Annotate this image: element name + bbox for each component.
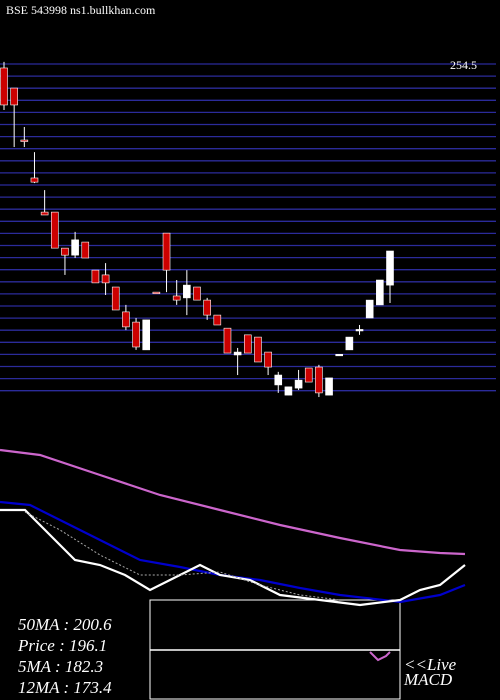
candle-body <box>101 274 110 284</box>
candle-body <box>386 250 394 286</box>
candle-body <box>142 319 151 351</box>
ma-line <box>24 511 341 601</box>
candle-body <box>304 367 313 383</box>
candle-body <box>203 299 211 316</box>
y-tick-label: 254.5 <box>450 58 477 72</box>
candle-body <box>10 87 18 106</box>
candle-body <box>335 354 344 357</box>
candle-body <box>294 379 303 389</box>
candle-body <box>172 295 181 301</box>
chart-title: BSE 543998 ns1.bullkhan.com <box>6 3 156 17</box>
info-label: 12MA : 173.4 <box>18 678 112 697</box>
candle-body <box>81 241 90 259</box>
candle-body <box>30 177 39 183</box>
candle-body <box>325 377 333 396</box>
candle-body <box>71 239 79 256</box>
candle-body <box>284 386 293 396</box>
candle-body <box>254 336 262 363</box>
level-lines <box>0 63 496 392</box>
info-label: Price : 196.1 <box>17 636 107 655</box>
candle-body <box>264 351 272 368</box>
info-label: 50MA : 200.6 <box>18 615 112 634</box>
candle-body <box>345 336 354 351</box>
candle-body <box>183 284 191 299</box>
candle-body <box>243 334 252 354</box>
candle-body <box>223 327 232 354</box>
ma-line <box>0 448 466 556</box>
candle-body <box>20 139 29 142</box>
candle-body <box>40 211 49 216</box>
macd-line <box>369 651 391 662</box>
candle-body <box>233 351 242 356</box>
candle-body <box>315 366 323 394</box>
macd-label: <<Live <box>404 655 457 674</box>
candle-body <box>213 314 222 326</box>
candle-body <box>193 286 201 301</box>
candle-body <box>162 232 171 271</box>
candle-body <box>0 67 8 106</box>
info-label: 5MA : 182.3 <box>18 657 103 676</box>
candle-body <box>91 269 100 284</box>
candle-body <box>274 374 283 386</box>
candle-body <box>365 299 374 319</box>
candle-body <box>122 311 130 328</box>
candle-body <box>152 291 161 294</box>
candle-body <box>355 329 364 332</box>
ma-line <box>0 508 466 607</box>
candle-body <box>111 286 120 311</box>
candle-body <box>61 247 69 256</box>
candle-body <box>50 211 59 249</box>
macd-label: MACD <box>403 670 453 689</box>
candle-body <box>132 321 140 348</box>
candle-body <box>376 279 384 306</box>
